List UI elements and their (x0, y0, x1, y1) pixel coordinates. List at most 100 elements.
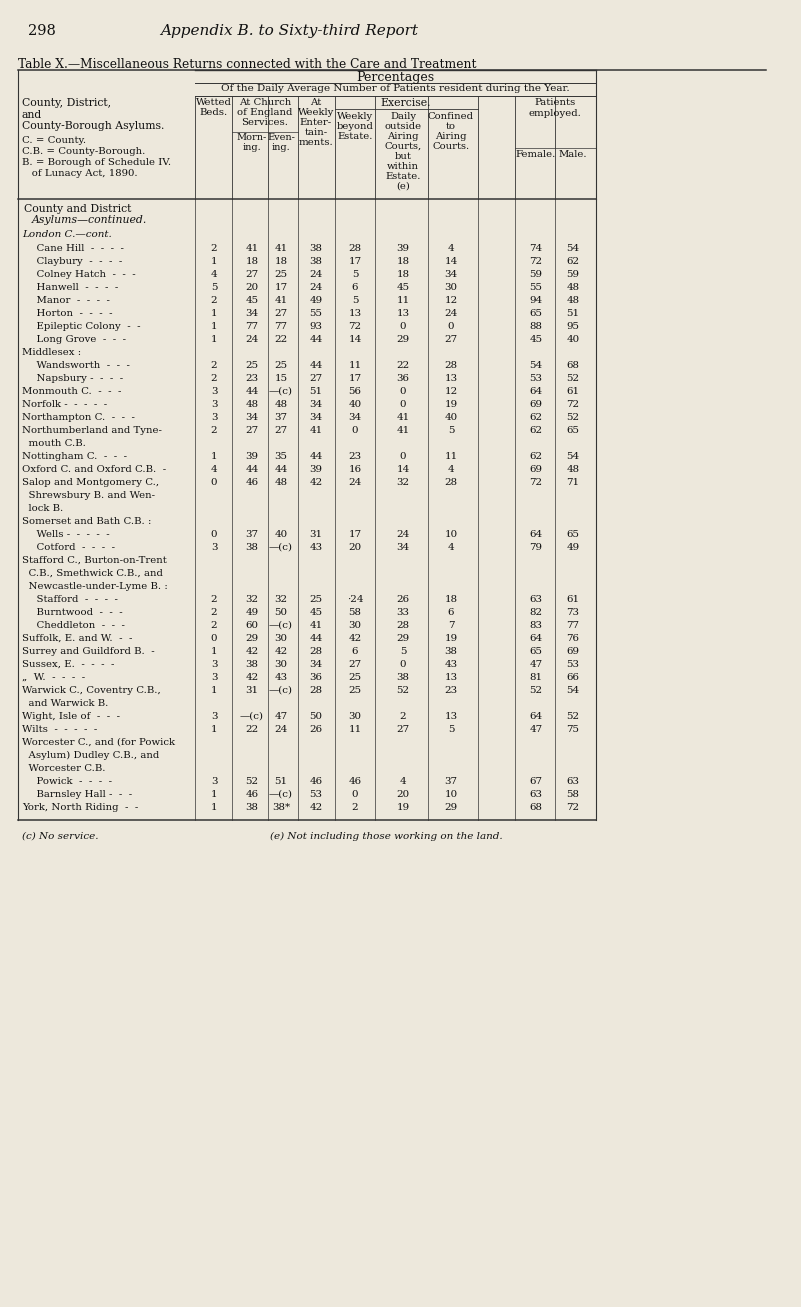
Text: 11: 11 (348, 361, 361, 370)
Text: 34: 34 (245, 308, 259, 318)
Text: 52: 52 (529, 686, 542, 695)
Text: 22: 22 (275, 335, 288, 344)
Text: 93: 93 (309, 322, 323, 331)
Text: 13: 13 (445, 712, 457, 721)
Text: 14: 14 (348, 335, 361, 344)
Text: but: but (395, 152, 412, 161)
Text: County and District: County and District (24, 204, 131, 214)
Text: Epileptic Colony  -  -: Epileptic Colony - - (30, 322, 140, 331)
Text: 23: 23 (245, 374, 259, 383)
Text: 38: 38 (245, 802, 259, 812)
Text: 25: 25 (275, 271, 288, 278)
Text: 54: 54 (566, 452, 580, 461)
Text: 46: 46 (245, 789, 259, 799)
Text: 72: 72 (529, 478, 542, 488)
Text: 29: 29 (445, 802, 457, 812)
Text: Estate.: Estate. (385, 173, 421, 180)
Text: 29: 29 (396, 634, 409, 643)
Text: (e): (e) (396, 182, 410, 191)
Text: Horton  -  -  -  -: Horton - - - - (30, 308, 112, 318)
Text: 20: 20 (396, 789, 409, 799)
Text: Exercise.: Exercise. (380, 98, 431, 108)
Text: 10: 10 (445, 789, 457, 799)
Text: Surrey and Guildford B.  -: Surrey and Guildford B. - (22, 647, 155, 656)
Text: Enter-: Enter- (300, 118, 332, 127)
Text: and Warwick B.: and Warwick B. (22, 699, 108, 708)
Text: 0: 0 (400, 387, 406, 396)
Text: 79: 79 (529, 542, 542, 552)
Text: 0: 0 (448, 322, 454, 331)
Text: 53: 53 (566, 660, 579, 669)
Text: 34: 34 (309, 660, 323, 669)
Text: 0: 0 (400, 322, 406, 331)
Text: 6: 6 (352, 647, 358, 656)
Text: 42: 42 (309, 478, 323, 488)
Text: Airing: Airing (387, 132, 419, 141)
Text: 50: 50 (275, 608, 288, 617)
Text: Burntwood  -  -  -: Burntwood - - - (30, 608, 123, 617)
Text: London C.—cont.: London C.—cont. (22, 230, 112, 239)
Text: 48: 48 (566, 295, 580, 305)
Text: 44: 44 (245, 465, 259, 474)
Text: 24: 24 (309, 284, 323, 291)
Text: 44: 44 (309, 361, 323, 370)
Text: 26: 26 (309, 725, 323, 735)
Text: 11: 11 (396, 295, 409, 305)
Text: 74: 74 (529, 244, 542, 254)
Text: 2: 2 (211, 361, 217, 370)
Text: 42: 42 (245, 673, 259, 682)
Text: 38: 38 (245, 660, 259, 669)
Text: 52: 52 (245, 776, 259, 786)
Text: Wetted: Wetted (196, 98, 232, 107)
Text: 13: 13 (445, 374, 457, 383)
Text: 30: 30 (275, 660, 288, 669)
Text: 25: 25 (275, 361, 288, 370)
Text: 59: 59 (566, 271, 579, 278)
Text: 32: 32 (275, 595, 288, 604)
Text: 49: 49 (245, 608, 259, 617)
Text: and: and (22, 110, 42, 120)
Text: 25: 25 (245, 361, 259, 370)
Text: 13: 13 (396, 308, 409, 318)
Text: 1: 1 (211, 308, 217, 318)
Text: Even-: Even- (267, 133, 295, 142)
Text: 54: 54 (529, 361, 542, 370)
Text: 60: 60 (245, 621, 259, 630)
Text: 18: 18 (275, 257, 288, 267)
Text: At Church: At Church (239, 98, 291, 107)
Text: 38: 38 (245, 542, 259, 552)
Text: Powick  -  -  -  -: Powick - - - - (30, 776, 112, 786)
Text: 67: 67 (529, 776, 542, 786)
Text: 33: 33 (396, 608, 409, 617)
Text: 22: 22 (396, 361, 409, 370)
Text: 17: 17 (275, 284, 288, 291)
Text: 3: 3 (211, 712, 217, 721)
Text: 41: 41 (309, 426, 323, 435)
Text: 17: 17 (348, 531, 361, 538)
Text: 38: 38 (309, 257, 323, 267)
Text: 28: 28 (445, 478, 457, 488)
Text: 27: 27 (348, 660, 361, 669)
Text: Stafford  -  -  -  -: Stafford - - - - (30, 595, 118, 604)
Text: 1: 1 (211, 686, 217, 695)
Text: 65: 65 (566, 426, 579, 435)
Text: B. = Borough of Schedule IV.: B. = Borough of Schedule IV. (22, 158, 171, 167)
Text: Sussex, E.  -  -  -  -: Sussex, E. - - - - (22, 660, 115, 669)
Text: 64: 64 (529, 634, 542, 643)
Text: 43: 43 (309, 542, 323, 552)
Text: 48: 48 (566, 284, 580, 291)
Text: 75: 75 (566, 725, 579, 735)
Text: 32: 32 (396, 478, 409, 488)
Text: 15: 15 (275, 374, 288, 383)
Text: 1: 1 (211, 647, 217, 656)
Text: 2: 2 (211, 595, 217, 604)
Text: lock B.: lock B. (22, 505, 63, 514)
Text: 19: 19 (396, 802, 409, 812)
Text: 49: 49 (309, 295, 323, 305)
Text: 51: 51 (566, 308, 580, 318)
Text: 0: 0 (211, 531, 217, 538)
Text: 27: 27 (275, 308, 288, 318)
Text: 28: 28 (348, 244, 361, 254)
Text: 41: 41 (245, 244, 259, 254)
Text: 0: 0 (211, 478, 217, 488)
